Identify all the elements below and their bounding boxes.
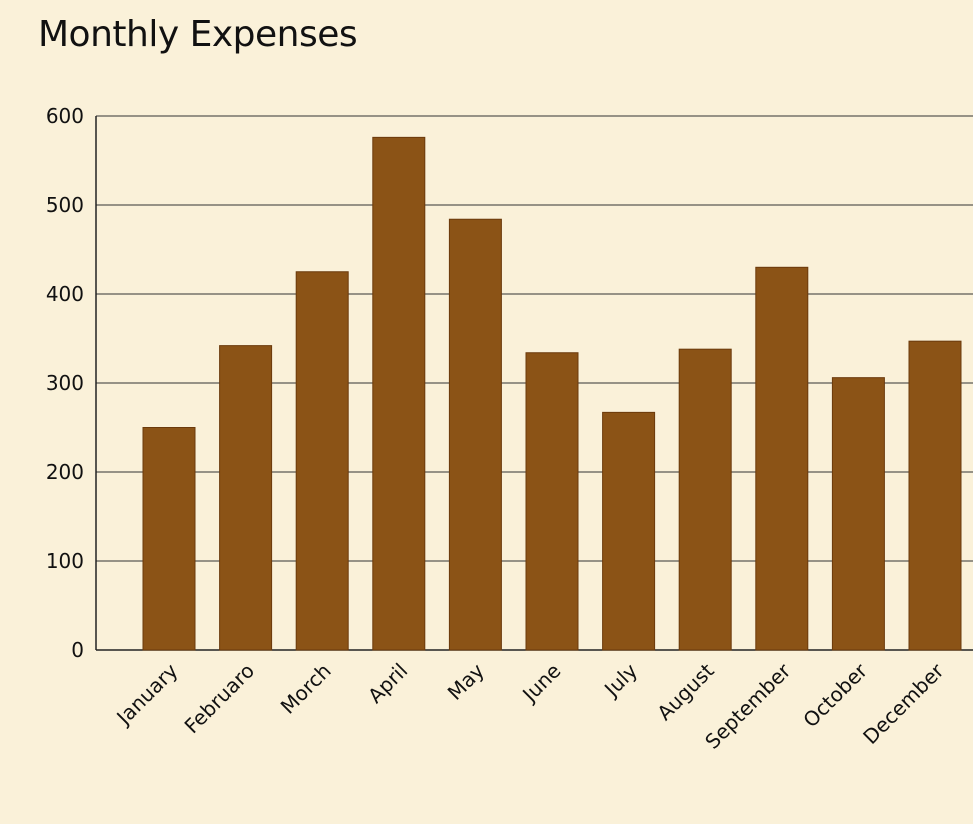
x-tick-label: January xyxy=(111,658,183,730)
bars xyxy=(142,136,962,651)
x-tick-label: May xyxy=(443,658,489,704)
bar xyxy=(295,271,349,651)
y-tick-label: 100 xyxy=(46,549,84,573)
bar xyxy=(142,427,196,651)
y-tick-labels: 0 100 200 300 400 500 600 xyxy=(46,104,84,662)
y-tick-label: 400 xyxy=(46,282,84,306)
chart-title: Monthly Expenses xyxy=(38,14,358,55)
bar xyxy=(678,348,732,651)
y-tick-label: 0 xyxy=(71,638,84,662)
bar xyxy=(831,377,885,651)
y-tick-label: 200 xyxy=(46,460,84,484)
bar xyxy=(448,218,502,651)
bar xyxy=(219,345,273,651)
bar xyxy=(602,411,656,651)
bar xyxy=(525,352,579,651)
x-tick-label: Februaro xyxy=(180,659,260,739)
x-tick-label: June xyxy=(516,659,565,708)
x-tick-label: August xyxy=(652,658,719,725)
y-tick-label: 300 xyxy=(46,371,84,395)
x-tick-label: July xyxy=(598,658,642,702)
x-tick-label: April xyxy=(363,659,412,708)
x-tick-label: October xyxy=(798,658,872,732)
y-tick-label: 600 xyxy=(46,104,84,128)
bar xyxy=(372,136,426,651)
y-tick-label: 500 xyxy=(46,193,84,217)
x-tick-label: Morch xyxy=(276,659,336,719)
bar xyxy=(908,340,962,651)
x-tick-label: December xyxy=(858,658,949,749)
bar xyxy=(755,266,809,651)
